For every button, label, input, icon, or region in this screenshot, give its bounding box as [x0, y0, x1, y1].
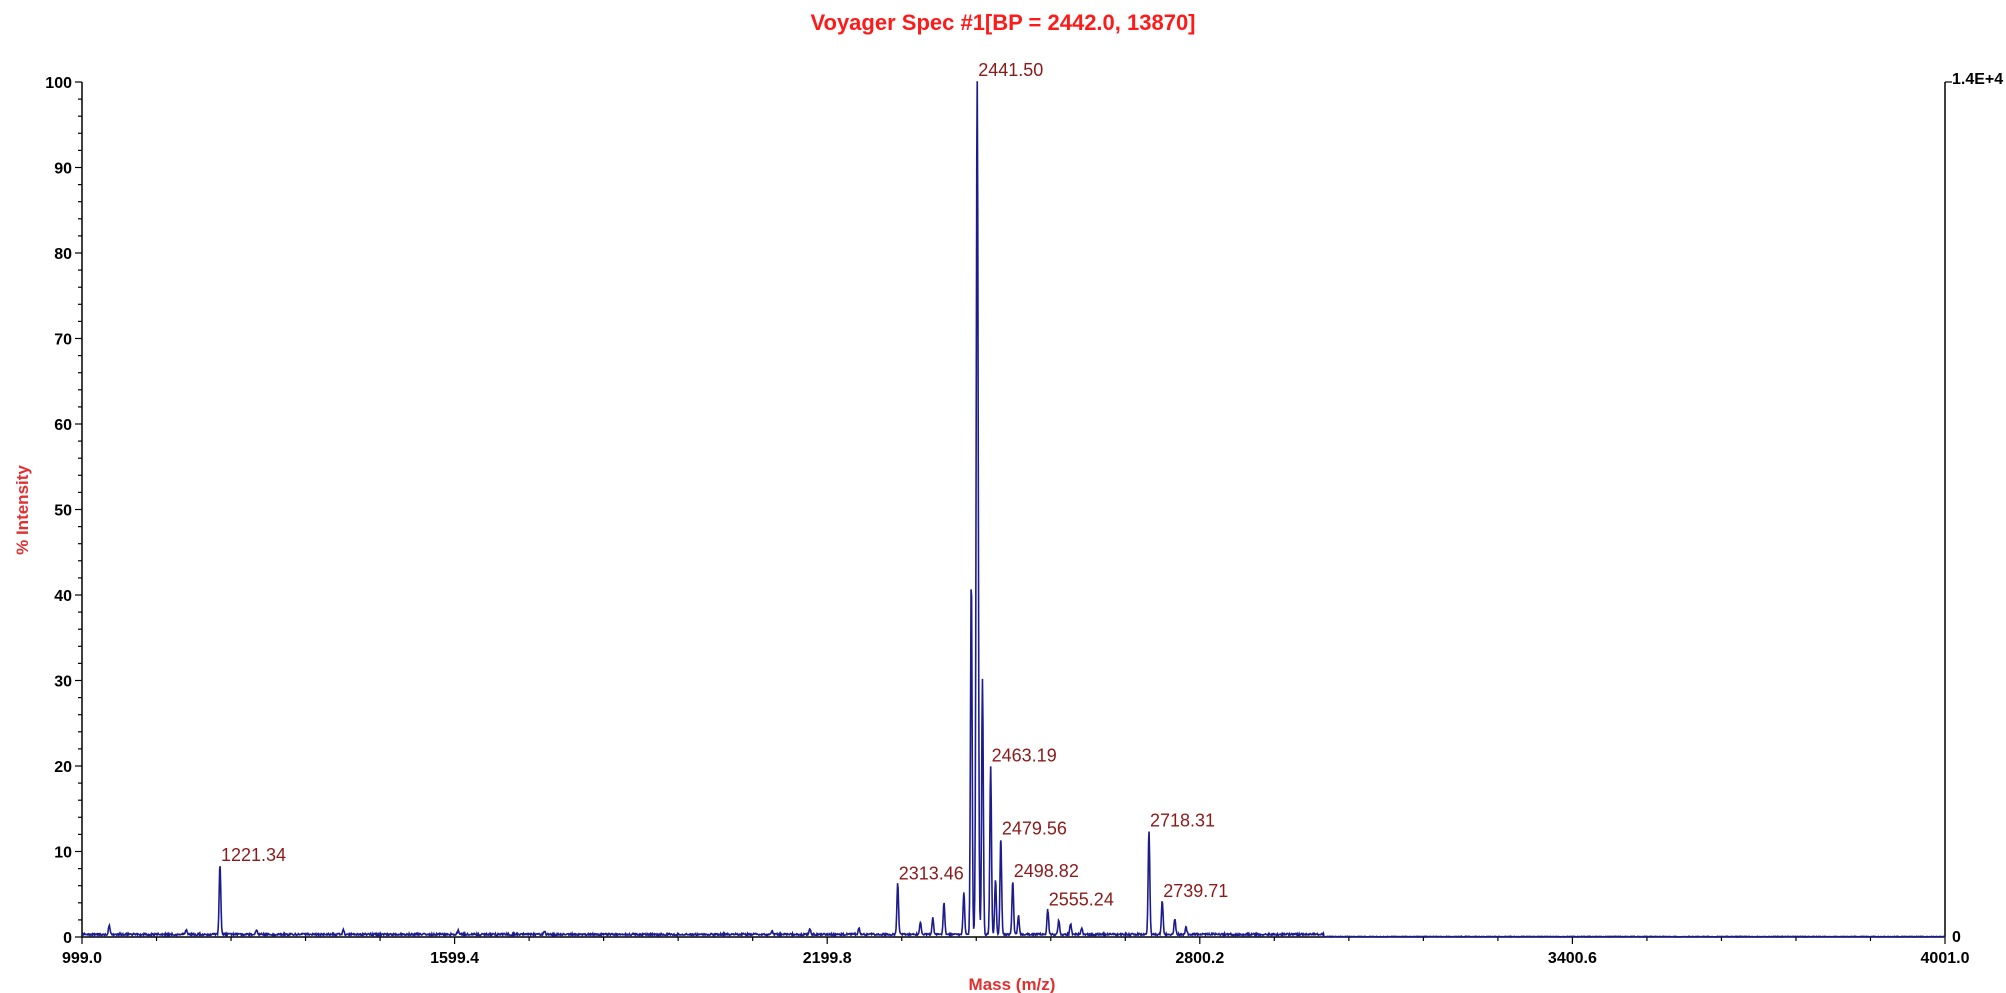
right-axis-top-label: 1.4E+4 — [1952, 71, 2003, 88]
x-axis-label: Mass (m/z) — [969, 975, 1056, 993]
peak-label: 2441.50 — [978, 60, 1043, 80]
y-tick-label: 50 — [54, 503, 72, 520]
y-tick-label: 0 — [63, 930, 72, 947]
peak-label: 2718.31 — [1150, 811, 1215, 831]
peak-label: 2555.24 — [1049, 889, 1114, 909]
x-tick-label: 999.0 — [62, 950, 102, 967]
chart-title: Voyager Spec #1[BP = 2442.0, 13870] — [810, 10, 1195, 35]
x-axis-ticks: 999.0 1599.4 2199.8 2800.2 3400.6 4001.0 — [62, 937, 1970, 967]
spectrum-trace — [81, 81, 1946, 939]
y-tick-label: 40 — [54, 588, 72, 605]
peak-label: 2739.71 — [1163, 881, 1228, 901]
y-tick-label: 90 — [54, 161, 72, 178]
y-tick-label: 80 — [54, 246, 72, 263]
x-tick-label: 1599.4 — [430, 950, 479, 967]
y-tick-label: 60 — [54, 417, 72, 434]
y-tick-label: 10 — [54, 845, 72, 862]
right-axis-bottom-label: 0 — [1952, 929, 1961, 946]
y-axis-label: % Intensity — [13, 465, 32, 555]
x-tick-label: 2199.8 — [803, 950, 852, 967]
x-tick-label: 3400.6 — [1548, 950, 1597, 967]
x-tick-label: 2800.2 — [1175, 950, 1224, 967]
peak-label: 1221.34 — [221, 845, 286, 865]
y-tick-label: 70 — [54, 332, 72, 349]
peak-label: 2498.82 — [1014, 861, 1079, 881]
peak-labels: 1221.34 2313.46 2441.50 2463.19 2479.56 2498.… — [221, 60, 1228, 909]
peak-label: 2479.56 — [1002, 818, 1067, 838]
y-tick-label: 30 — [54, 674, 72, 691]
peak-label: 2463.19 — [992, 746, 1057, 766]
y-axis-ticks: 0 10 20 30 40 50 60 70 80 90 100 — [45, 75, 82, 947]
y-tick-label: 20 — [54, 759, 72, 776]
y-tick-label: 100 — [45, 75, 72, 92]
peak-label: 2313.46 — [899, 864, 964, 884]
x-tick-label: 4001.0 — [1921, 950, 1970, 967]
